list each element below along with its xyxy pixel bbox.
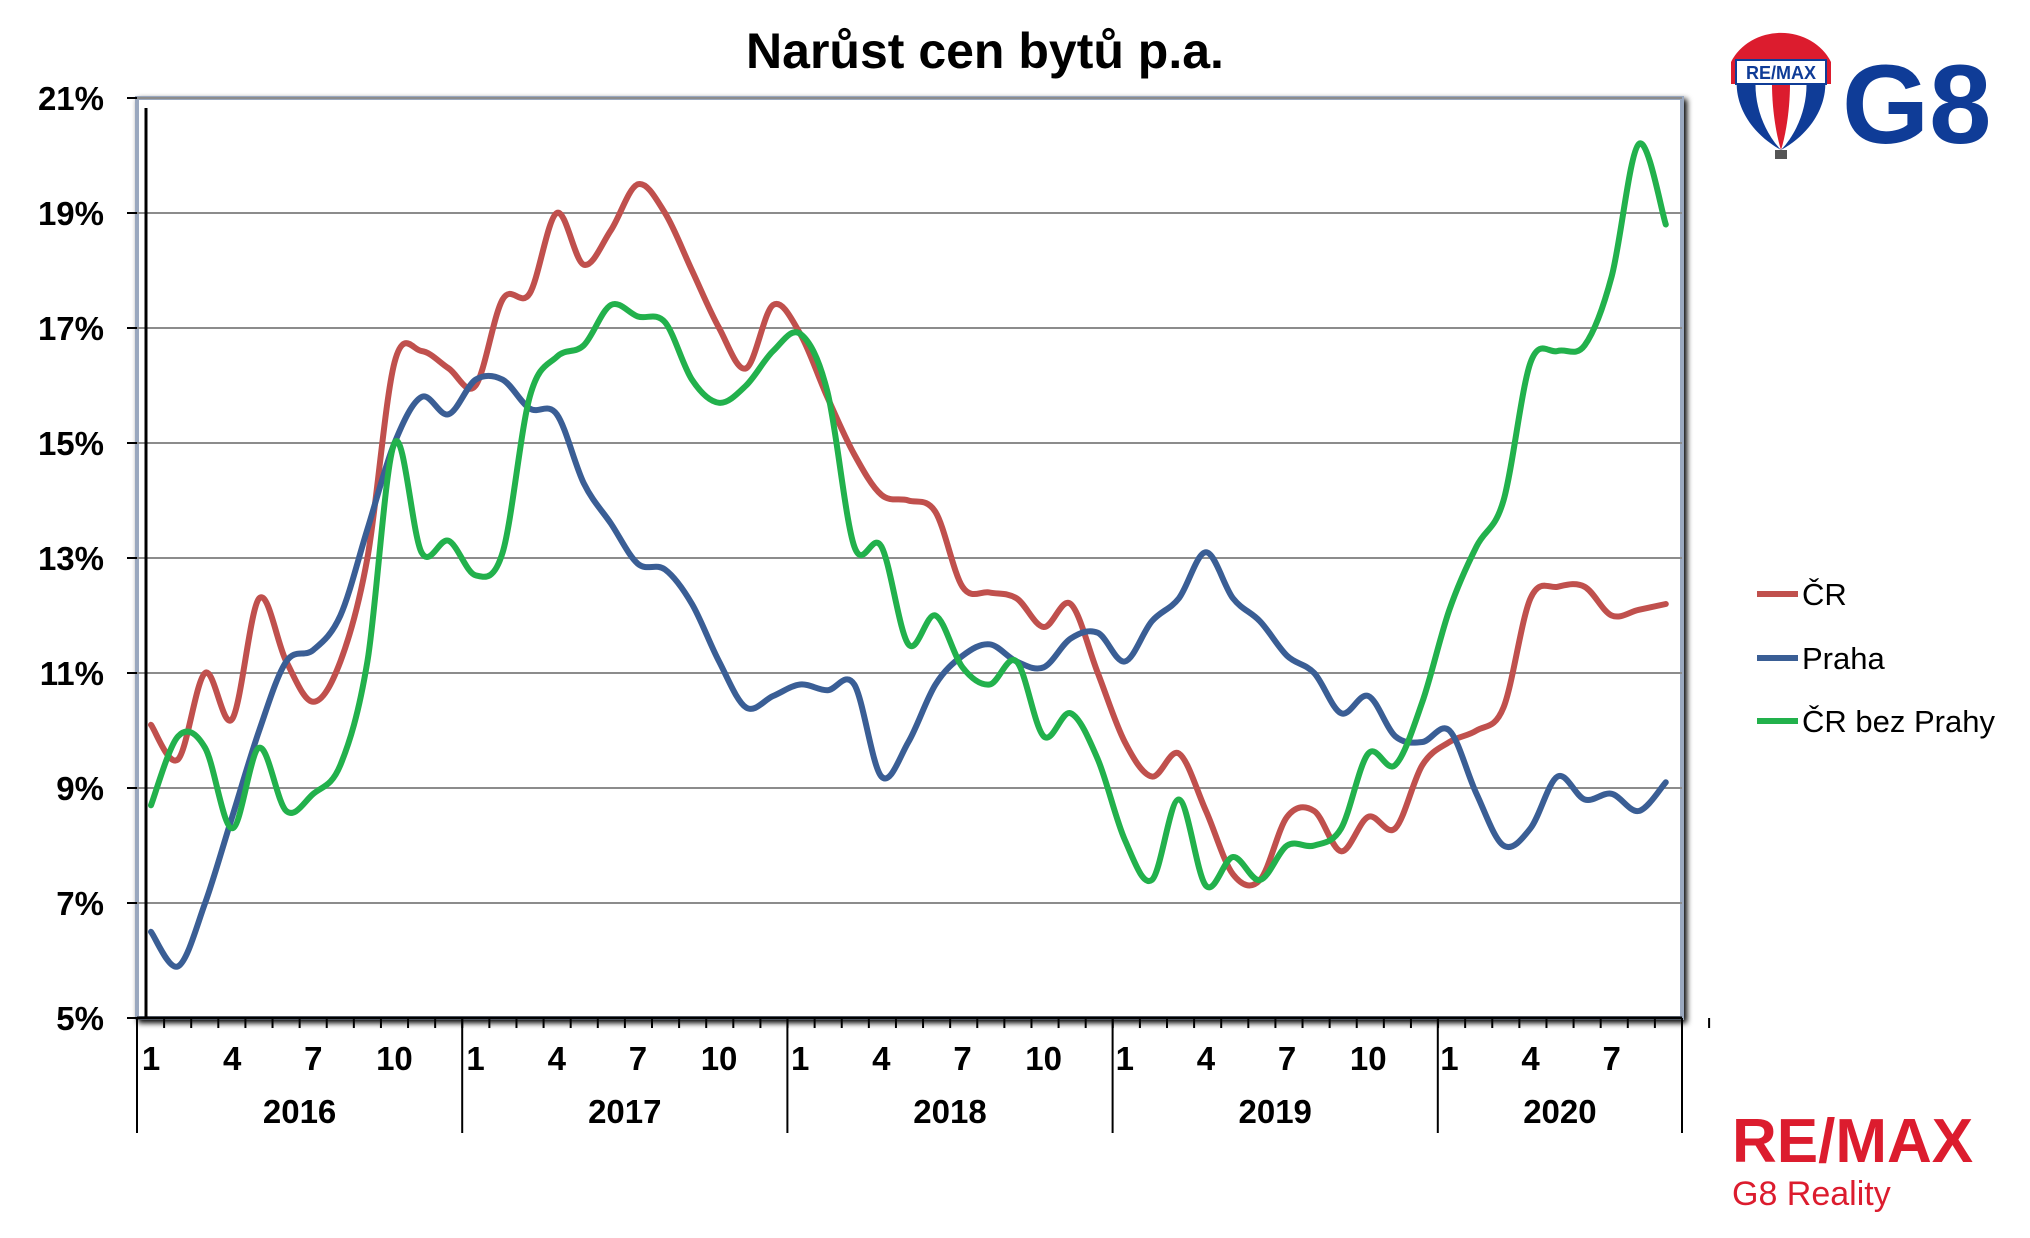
year-label: 2019 [1238, 1093, 1311, 1130]
y-tick-label: 7% [56, 885, 104, 922]
series-lines [148, 140, 1669, 970]
year-label: 2020 [1523, 1093, 1596, 1130]
y-tick-label: 9% [56, 770, 104, 807]
y-axis-ticks: 5% 7% 9% 11% 13% 15% 17% 19% 21% [38, 80, 148, 1037]
chart-title: Narůst cen bytů p.a. [746, 23, 1224, 79]
x-tick-label: 10 [1025, 1040, 1062, 1077]
remax-wordmark: RE/MAX [1732, 1107, 1973, 1176]
x-tick-label: 7 [953, 1040, 971, 1077]
brand-subtitle: G8 Reality [1732, 1175, 1891, 1213]
year-label: 2017 [588, 1093, 661, 1130]
y-tick-label: 19% [38, 195, 104, 232]
year-label: 2018 [913, 1093, 986, 1130]
x-tick-label: 7 [629, 1040, 647, 1077]
x-tick-label: 1 [142, 1040, 160, 1077]
y-tick-label: 17% [38, 310, 104, 347]
y-tick-label: 21% [38, 80, 104, 117]
y-tick-label: 11% [40, 655, 104, 692]
x-axis: 1 4 7 10 1 4 7 10 1 4 7 10 1 4 7 10 1 4 7 2016 2017 2018 2019 2… [136, 1016, 1711, 1133]
series-line-cr-bez-prahy [148, 140, 1669, 891]
x-tick-label: 10 [376, 1040, 413, 1077]
x-tick-label: 10 [1350, 1040, 1387, 1077]
g8-logo: G8 [1842, 42, 1991, 167]
x-tick-label: 10 [701, 1040, 738, 1077]
x-tick-label: 7 [1603, 1040, 1621, 1077]
balloon-label: RE/MAX [1746, 63, 1816, 83]
x-tick-label: 7 [304, 1040, 322, 1077]
x-tick-label: 4 [872, 1040, 891, 1077]
x-tick-label: 4 [548, 1040, 567, 1077]
x-tick-label: 1 [1116, 1040, 1134, 1077]
y-tick-label: 15% [38, 425, 104, 462]
x-tick-label: 4 [1197, 1040, 1216, 1077]
y-tick-label: 13% [38, 540, 104, 577]
year-label: 2016 [263, 1093, 336, 1130]
legend-entry-cr-bez-prahy: ČR bez Prahy [1802, 704, 1995, 739]
x-tick-label: 7 [1278, 1040, 1296, 1077]
x-tick-label: 1 [466, 1040, 484, 1077]
x-tick-label: 1 [1440, 1040, 1458, 1077]
x-tick-label: 1 [791, 1040, 809, 1077]
remax-balloon-logo: RE/MAX [1731, 32, 1831, 159]
series-line-cr [148, 181, 1669, 889]
y-tick-label: 5% [56, 1000, 104, 1037]
legend-entry-cr: ČR [1802, 577, 1847, 612]
x-tick-label: 4 [1521, 1040, 1540, 1077]
legend-entry-praha: Praha [1802, 641, 1885, 676]
x-tick-label: 4 [223, 1040, 242, 1077]
legend: ČR Praha ČR bez Prahy [1757, 577, 1995, 739]
